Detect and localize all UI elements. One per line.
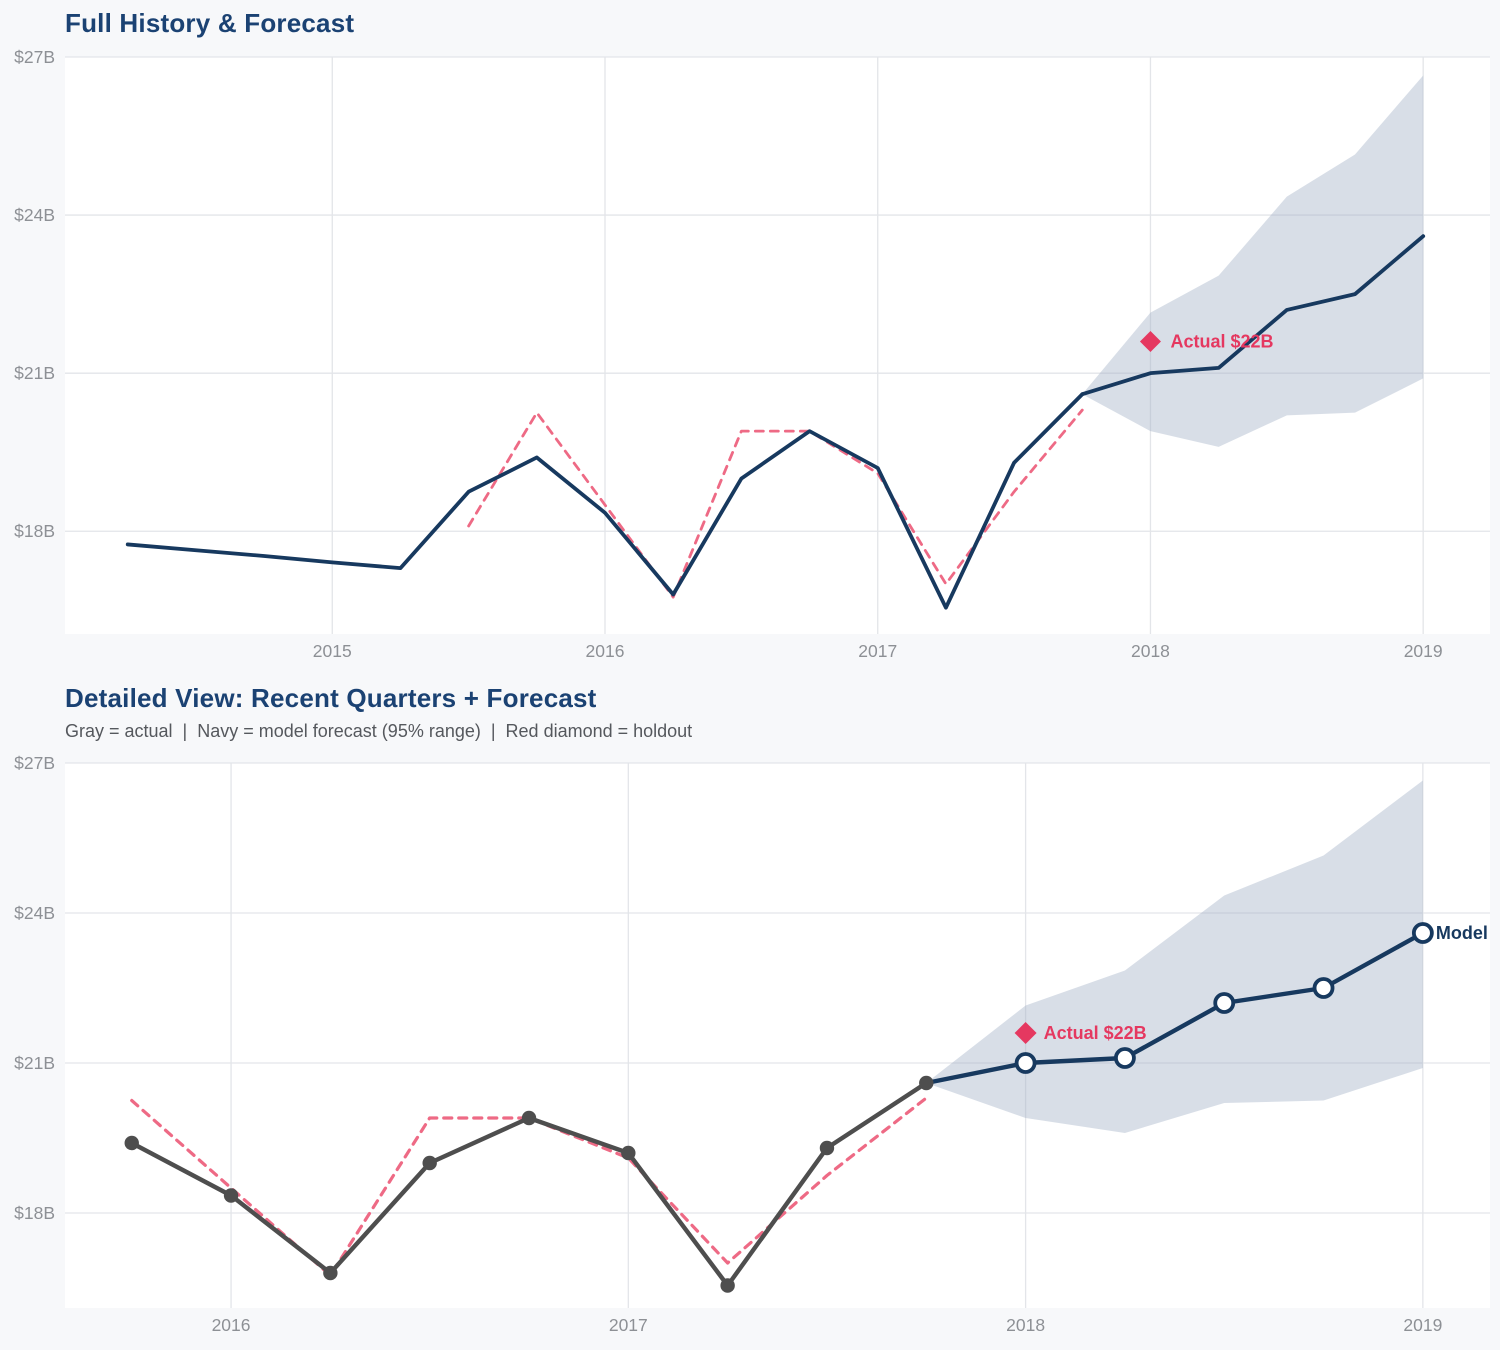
detailed-view-x-tick-label: 2017 — [609, 1315, 648, 1335]
full-history-y-tick-label: $21B — [14, 363, 55, 383]
detailed-view-y-tick-label: $18B — [14, 1203, 55, 1223]
full-history-y-tick-label: $18B — [14, 521, 55, 541]
detailed-view-actual-history-point — [124, 1135, 139, 1151]
detailed-view-actual-history-point — [819, 1140, 835, 1156]
detailed-view-actual-history-point — [720, 1278, 735, 1293]
detailed-view-actual-history-point — [621, 1145, 636, 1161]
full-history-x-tick-label: 2016 — [586, 641, 625, 661]
full-history-x-tick-label: 2018 — [1131, 641, 1170, 661]
full-history-x-tick-label: 2017 — [858, 641, 897, 661]
detailed-view-holdout-diamond — [1014, 1022, 1037, 1044]
full-history-holdout-diamond — [1139, 331, 1161, 353]
detailed-view-fitted-in-sample-line — [130, 1096, 928, 1278]
detailed-view-x-tick-label: 2019 — [1403, 1315, 1442, 1335]
full-history-holdout-label: Actual $22B — [1170, 332, 1273, 352]
detailed-view-model-forecast-point — [1213, 992, 1236, 1014]
full-history-y-tick-label: $27B — [14, 47, 55, 67]
detailed-view-forecast-95-range — [926, 780, 1423, 1133]
detailed-view-model-forecast-line — [924, 930, 1426, 1086]
full-history-y-tick-label: $24B — [14, 205, 55, 225]
full-history-model-forecast-line — [1080, 234, 1426, 397]
detailed-view-model-label: Model — [1436, 923, 1488, 943]
detailed-view-x-tick-label: 2016 — [212, 1315, 251, 1335]
full-history-x-tick-label: 2015 — [313, 641, 352, 661]
full-history-x-tick-label: 2019 — [1404, 641, 1443, 661]
detailed-view-y-tick-label: $21B — [14, 1053, 55, 1073]
detailed-view-y-tick-label: $27B — [14, 753, 55, 773]
detailed-view-actual-history-point — [919, 1075, 934, 1091]
chart-title-detailed-view: Detailed View: Recent Quarters + Forecas… — [65, 683, 597, 713]
chart-title-full-history: Full History & Forecast — [65, 8, 355, 38]
full-history-forecast-95-range — [1082, 75, 1424, 447]
chart-subtitle-legend: Gray = actual | Navy = model forecast (9… — [65, 721, 693, 741]
detailed-view-model-forecast-point — [1411, 922, 1434, 944]
detailed-view-actual-history-point — [323, 1265, 338, 1281]
detailed-view-actual-history-point — [521, 1110, 537, 1126]
detailed-view-model-forecast-point — [1014, 1052, 1037, 1074]
detailed-view-holdout-label: Actual $22B — [1044, 1023, 1147, 1043]
detailed-view-y-tick-label: $24B — [14, 903, 55, 923]
detailed-view-x-tick-label: 2018 — [1006, 1315, 1045, 1335]
full-history-actual-history-line — [125, 392, 1085, 610]
detailed-view-model-forecast-point — [1114, 1047, 1136, 1069]
detailed-view-actual-history-point — [422, 1155, 437, 1171]
full-history-plot-area — [65, 57, 1490, 634]
detailed-view-actual-history-point — [223, 1188, 239, 1203]
detailed-view-model-forecast-point — [1312, 977, 1335, 999]
